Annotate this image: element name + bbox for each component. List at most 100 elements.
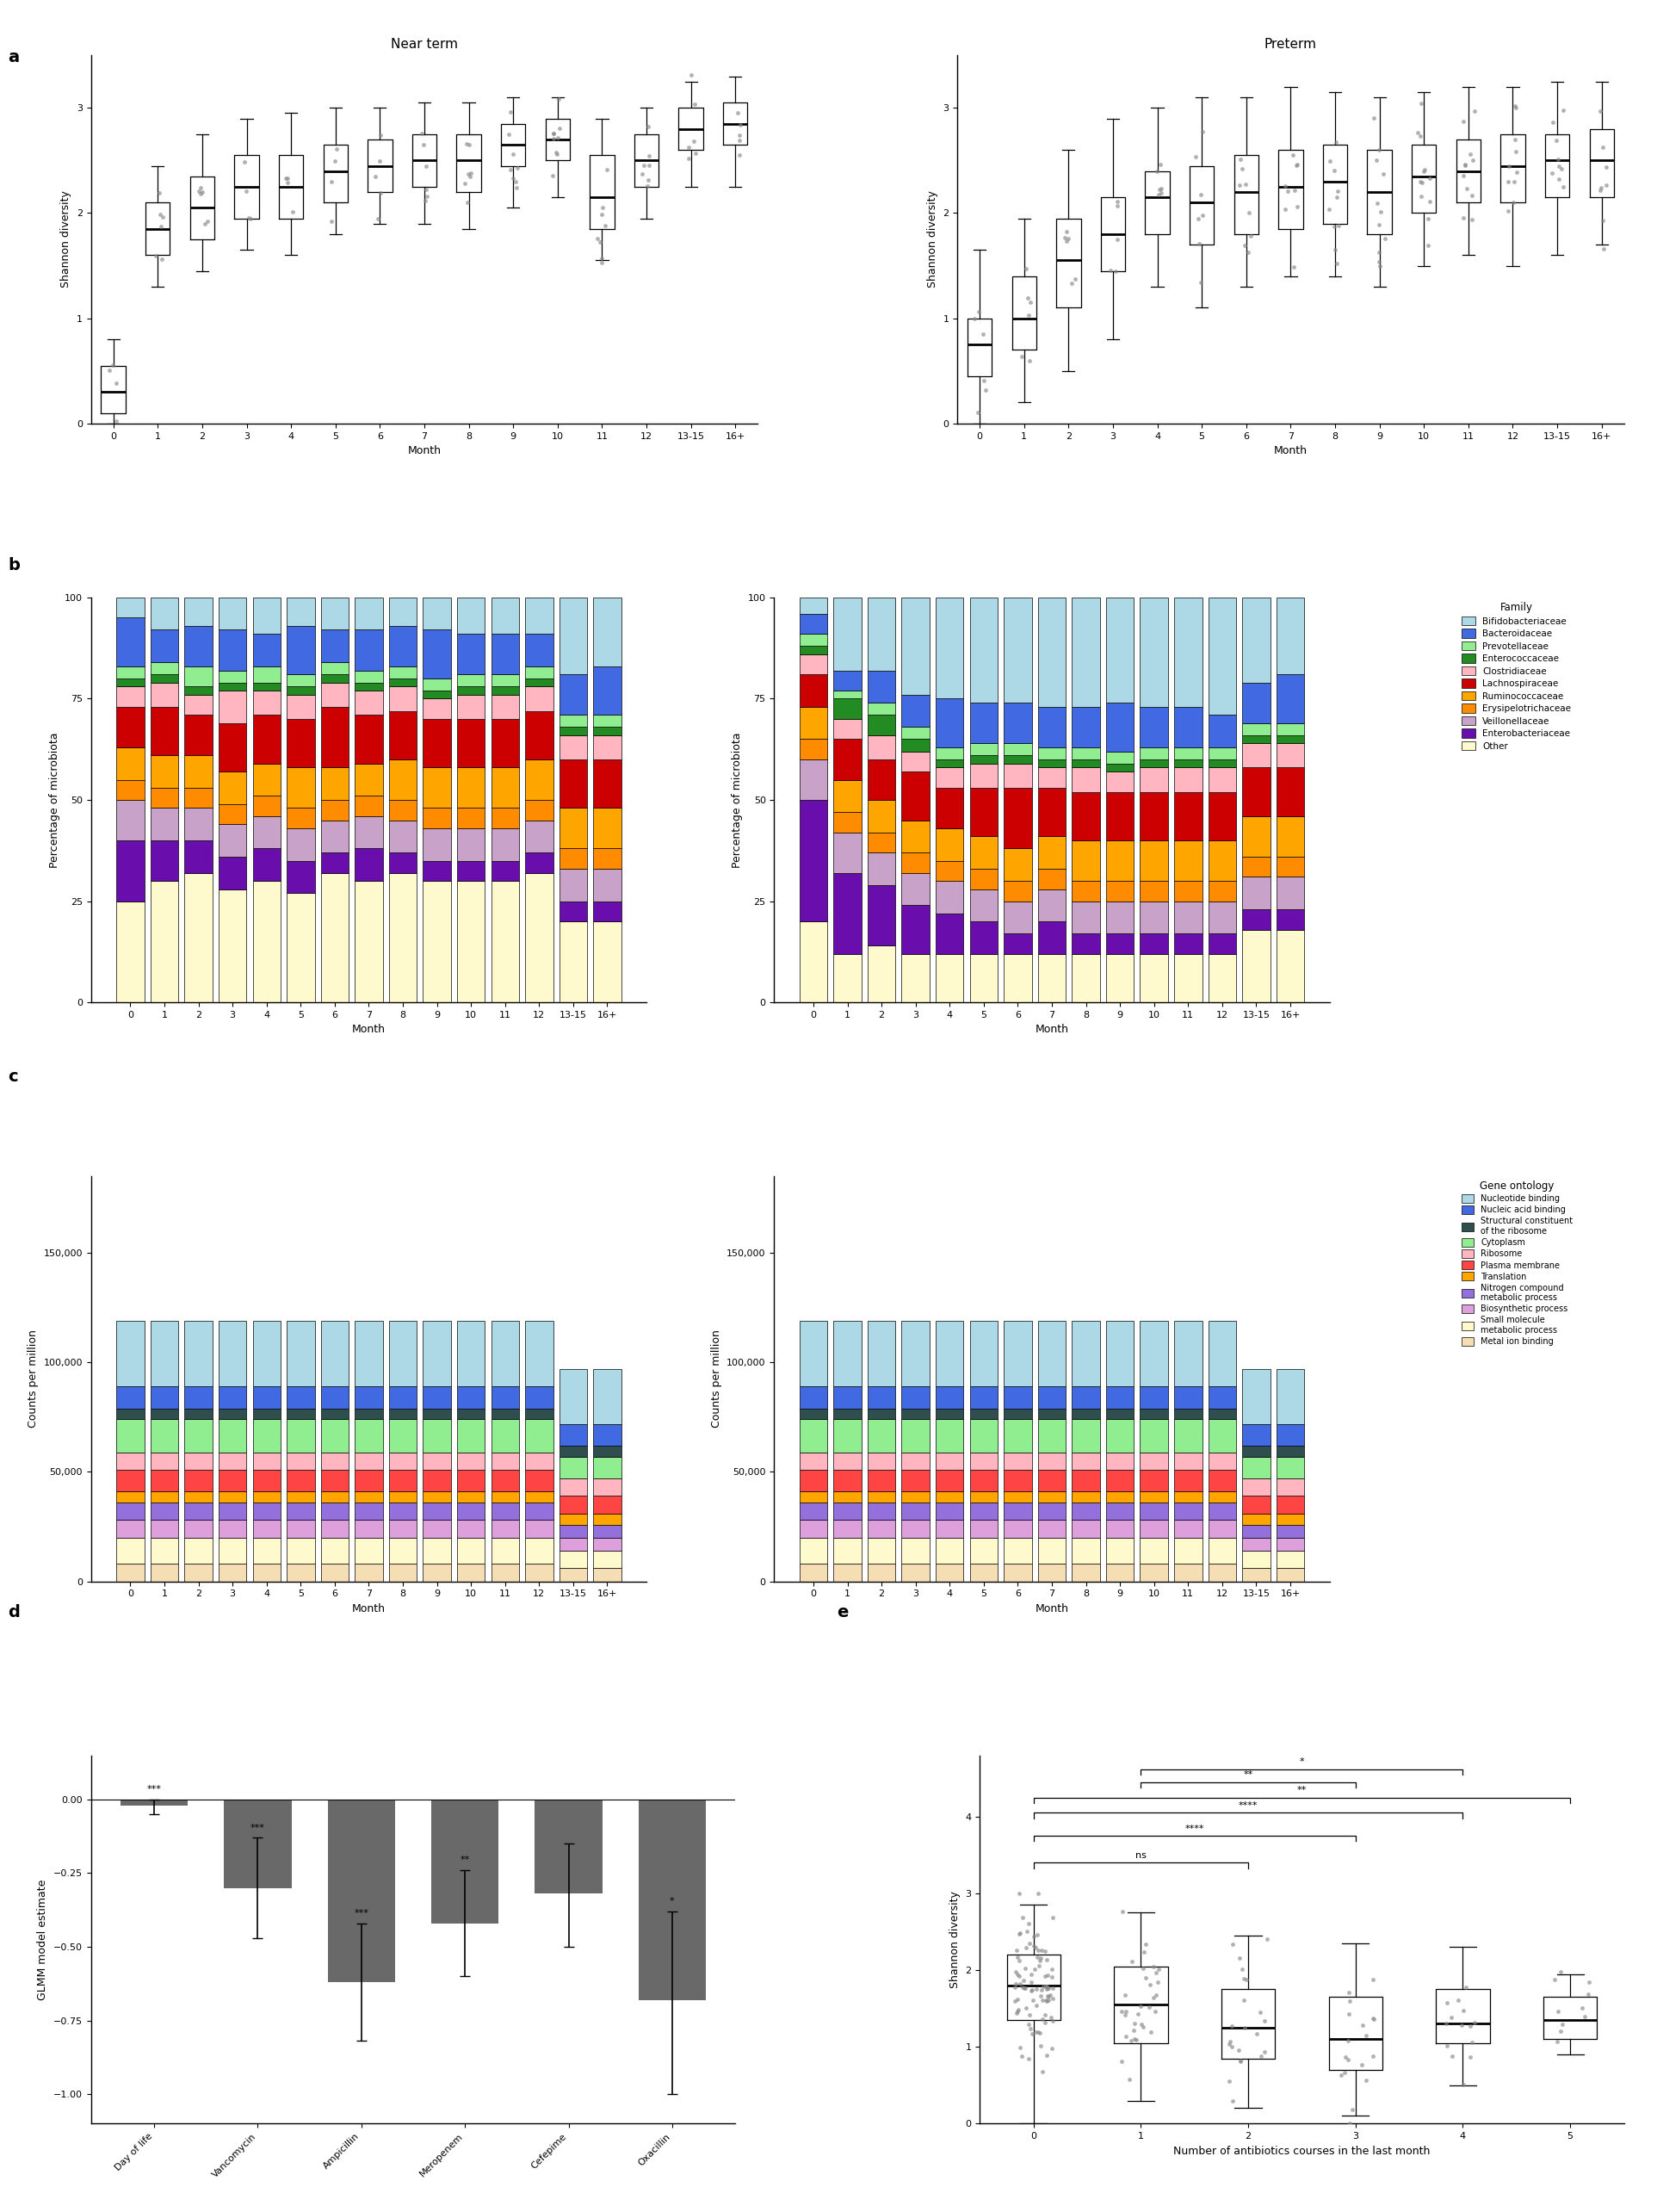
Bar	[1072, 1520, 1100, 1537]
Bar	[321, 852, 348, 874]
Bar	[1037, 1502, 1065, 1520]
Bar	[1276, 909, 1304, 929]
Legend: Nucleotide binding, Nucleic acid binding, Structural constituent
of the ribosome: Nucleotide binding, Nucleic acid binding…	[1461, 1181, 1572, 1345]
Point	[1143, 1978, 1170, 2013]
Bar	[1004, 1520, 1032, 1537]
Point	[1594, 150, 1621, 186]
Bar	[1004, 900, 1032, 933]
Point	[454, 184, 481, 219]
Point	[1576, 1978, 1602, 2013]
Point	[1336, 1997, 1362, 2033]
Bar	[423, 860, 451, 880]
Bar	[1072, 792, 1100, 841]
Point	[454, 126, 481, 161]
Point	[588, 241, 615, 276]
Point	[497, 95, 524, 131]
Point	[1216, 2064, 1243, 2099]
Point	[1142, 1993, 1168, 2028]
Bar	[184, 874, 212, 1002]
Bar	[1140, 841, 1168, 880]
Bar	[868, 852, 895, 885]
Point	[499, 137, 525, 173]
Title: Preterm: Preterm	[1264, 38, 1317, 51]
Bar	[184, 807, 212, 841]
Point	[1002, 1966, 1029, 2002]
Bar	[969, 754, 998, 763]
Bar	[184, 1537, 212, 1564]
Bar	[355, 684, 383, 690]
Bar	[936, 1420, 964, 1453]
Bar	[525, 821, 553, 852]
Point	[1503, 155, 1529, 190]
Bar	[151, 1420, 179, 1453]
Point	[1021, 1929, 1047, 1964]
Point	[676, 131, 703, 166]
Point	[1352, 2062, 1379, 2097]
Bar	[936, 1537, 964, 1564]
Point	[1322, 124, 1349, 159]
Point	[1216, 2026, 1243, 2062]
Bar	[1208, 759, 1236, 768]
Point	[1336, 2106, 1362, 2141]
Bar	[1243, 1524, 1271, 1537]
Bar	[525, 852, 553, 874]
Bar	[490, 635, 519, 675]
Bar	[151, 1469, 179, 1491]
Bar	[389, 1469, 418, 1491]
Point	[365, 201, 391, 237]
Bar	[969, 953, 998, 1002]
Bar	[593, 869, 621, 900]
Bar	[1208, 933, 1236, 953]
Bar	[151, 661, 179, 675]
Bar	[151, 675, 179, 684]
Bar	[799, 597, 827, 613]
Point	[1415, 201, 1442, 237]
Bar	[901, 953, 930, 1002]
Bar	[1175, 933, 1201, 953]
Point	[1026, 2015, 1052, 2051]
Bar	[116, 841, 144, 900]
Bar	[219, 1537, 247, 1564]
Bar	[1072, 841, 1100, 880]
Bar	[1276, 1495, 1304, 1513]
Bar	[969, 597, 998, 703]
Bar	[833, 812, 862, 832]
Bar	[901, 1387, 930, 1409]
Bar	[423, 1409, 451, 1420]
Bar	[151, 597, 179, 630]
Bar	[1072, 1453, 1100, 1469]
Bar	[457, 1520, 486, 1537]
Bar	[389, 679, 418, 686]
Bar	[799, 655, 827, 675]
Point	[143, 239, 169, 274]
Bar	[558, 869, 587, 900]
Bar	[355, 1491, 383, 1502]
Bar	[423, 880, 451, 1002]
Bar	[1243, 1369, 1271, 1425]
Text: ****: ****	[1238, 1801, 1258, 1809]
Bar	[901, 1420, 930, 1453]
Bar	[490, 1321, 519, 1387]
Point	[1281, 137, 1307, 173]
Bar	[593, 1568, 621, 1582]
Point	[1135, 1989, 1162, 2024]
Bar	[252, 635, 280, 666]
Bar	[833, 690, 862, 699]
Bar	[969, 1453, 998, 1469]
Bar	[490, 719, 519, 768]
Bar	[116, 708, 144, 748]
Text: ***: ***	[355, 1909, 368, 1918]
Point	[1034, 2037, 1060, 2073]
Bar	[525, 1564, 553, 1582]
Point	[1002, 1969, 1029, 2004]
Point	[588, 197, 615, 232]
Point	[1365, 234, 1392, 270]
Bar	[833, 1491, 862, 1502]
Bar	[833, 874, 862, 953]
Bar	[525, 1469, 553, 1491]
Bar	[151, 754, 179, 787]
Point	[1012, 1951, 1039, 1986]
Point	[280, 195, 307, 230]
Bar	[1208, 1502, 1236, 1520]
Text: d: d	[8, 1604, 20, 1619]
